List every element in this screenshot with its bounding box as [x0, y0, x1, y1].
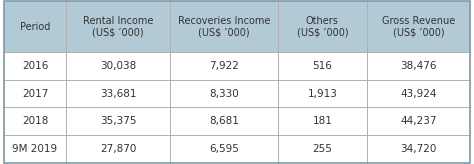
Text: 35,375: 35,375 — [100, 116, 136, 126]
Text: 38,476: 38,476 — [400, 61, 437, 71]
Text: 43,924: 43,924 — [400, 89, 437, 99]
Text: Period: Period — [20, 22, 50, 32]
Text: 255: 255 — [312, 144, 332, 154]
Text: 516: 516 — [312, 61, 332, 71]
Text: 7,922: 7,922 — [209, 61, 239, 71]
Text: 33,681: 33,681 — [100, 89, 136, 99]
Bar — [4, 107, 470, 135]
Bar — [4, 80, 470, 107]
Bar — [4, 135, 470, 163]
Text: Rental Income
(US$ ’000): Rental Income (US$ ’000) — [83, 16, 153, 38]
Text: 2018: 2018 — [22, 116, 48, 126]
Text: 6,595: 6,595 — [209, 144, 239, 154]
Text: 30,038: 30,038 — [100, 61, 136, 71]
Text: Recoveries Income
(US$ ’000): Recoveries Income (US$ ’000) — [178, 16, 270, 38]
Text: 27,870: 27,870 — [100, 144, 136, 154]
Text: 44,237: 44,237 — [400, 116, 437, 126]
Text: 2017: 2017 — [22, 89, 48, 99]
Text: 8,681: 8,681 — [209, 116, 239, 126]
Text: 34,720: 34,720 — [401, 144, 437, 154]
Text: 8,330: 8,330 — [209, 89, 238, 99]
Text: 2016: 2016 — [22, 61, 48, 71]
Text: 9M 2019: 9M 2019 — [12, 144, 58, 154]
Bar — [4, 1, 470, 52]
Text: 181: 181 — [312, 116, 332, 126]
Bar — [4, 52, 470, 80]
Text: 1,913: 1,913 — [308, 89, 337, 99]
Text: Gross Revenue
(US$ ’000): Gross Revenue (US$ ’000) — [382, 16, 455, 38]
Text: Others
(US$ ’000): Others (US$ ’000) — [297, 16, 348, 38]
